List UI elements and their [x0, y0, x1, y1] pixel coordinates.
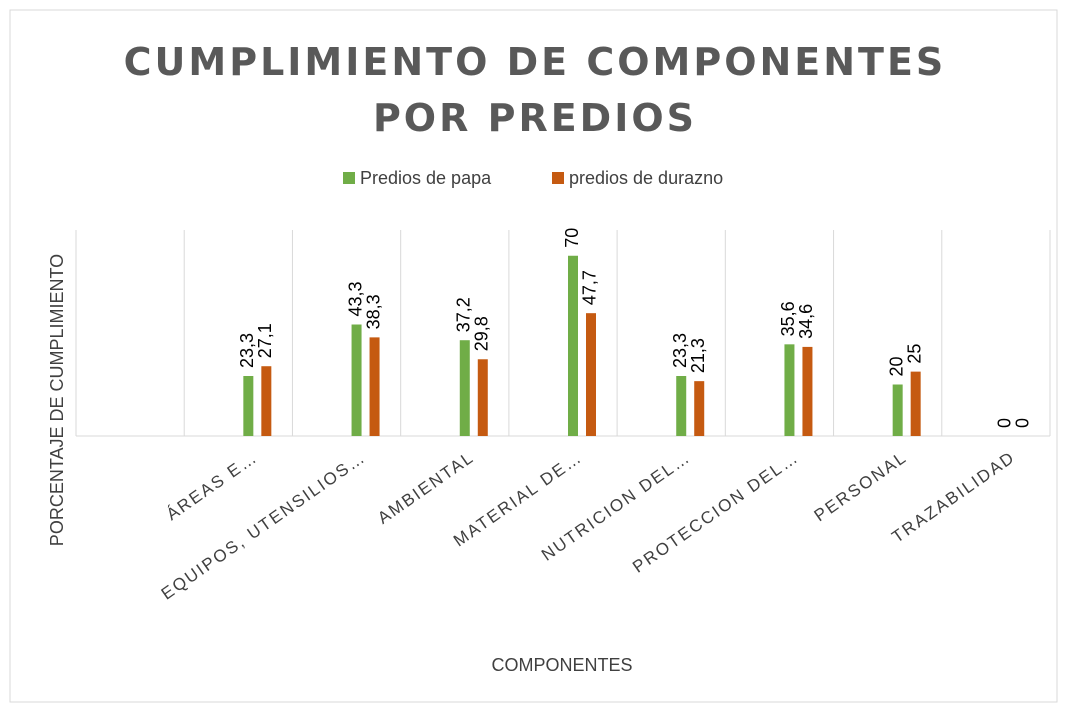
legend-label: Predios de papa	[360, 168, 492, 188]
bar	[802, 346, 813, 436]
x-tick-label: AMBIENTAL	[374, 447, 478, 527]
data-label: 35,6	[778, 301, 798, 336]
bar	[369, 337, 380, 436]
data-label: 23,3	[670, 333, 690, 368]
bar	[261, 366, 272, 436]
bar	[351, 324, 362, 436]
legend-swatch	[552, 172, 564, 184]
bar	[243, 376, 254, 436]
bar	[784, 344, 795, 436]
data-label: 70	[562, 228, 582, 248]
data-label: 34,6	[796, 304, 816, 339]
legend-swatch	[343, 172, 355, 184]
data-label: 37,2	[454, 297, 474, 332]
data-label: 21,3	[688, 338, 708, 373]
data-label: 27,1	[255, 323, 275, 358]
data-label: 0	[995, 418, 1015, 428]
bar	[568, 255, 578, 436]
data-label: 20	[886, 356, 906, 376]
data-label: 29,8	[472, 316, 492, 351]
bar	[459, 340, 470, 436]
data-label: 38,3	[363, 294, 383, 329]
bar	[676, 376, 687, 436]
x-tick-label: ÁREAS E…	[163, 447, 261, 524]
bar	[910, 371, 921, 436]
data-label: 23,3	[237, 333, 257, 368]
bar	[477, 359, 488, 436]
bar	[694, 381, 705, 436]
x-tick-label: PERSONAL	[811, 447, 911, 525]
chart-border	[9, 9, 1058, 703]
chart-title: CUMPLIMIENTO DE COMPONENTES POR PREDIOS	[123, 40, 947, 140]
data-label: 0	[1013, 418, 1033, 428]
data-label: 43,3	[345, 281, 365, 316]
data-label: 25	[904, 344, 924, 364]
bar	[586, 313, 596, 436]
bar	[892, 384, 903, 436]
x-axis-label: COMPONENTES	[491, 655, 632, 675]
legend-label: predios de durazno	[569, 168, 723, 188]
x-tick-label: EQUIPOS, UTENSILIOS…	[158, 447, 370, 603]
data-label: 47,7	[580, 270, 600, 305]
y-axis-label: PORCENTAJE DE CUMPLIMIENTO	[47, 254, 67, 546]
